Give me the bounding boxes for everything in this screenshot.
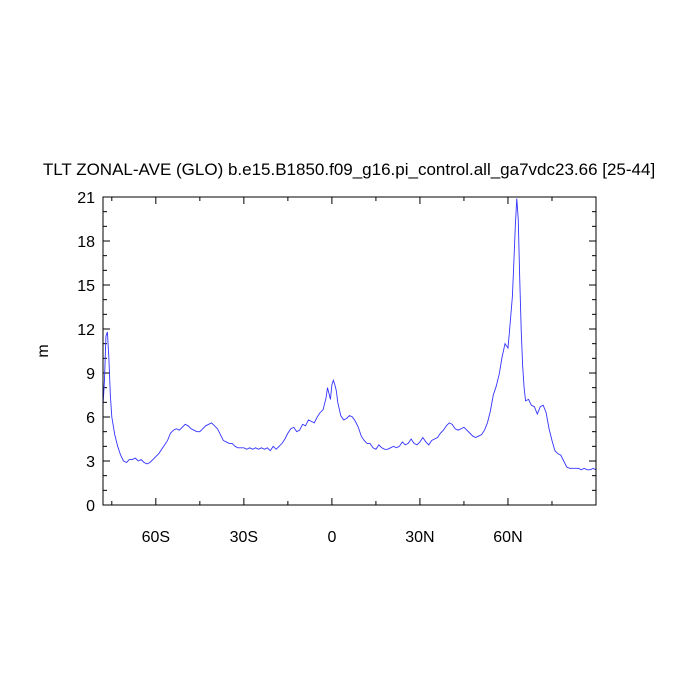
x-tick-label: 60N bbox=[493, 529, 522, 546]
y-tick-label: 18 bbox=[77, 234, 95, 251]
series-line bbox=[102, 198, 597, 471]
x-tick-label: 30S bbox=[230, 529, 258, 546]
x-axis: 60S 30S 0 30N 60N bbox=[111, 197, 597, 546]
y-axis-label: m bbox=[35, 344, 52, 357]
plot-frame bbox=[102, 196, 597, 506]
y-tick-label: 3 bbox=[86, 454, 95, 471]
y-tick-label: 15 bbox=[77, 278, 95, 295]
y-tick-label: 9 bbox=[86, 366, 95, 383]
y-tick-label: 21 bbox=[77, 190, 95, 207]
plot-area bbox=[102, 198, 597, 471]
y-tick-label: 0 bbox=[86, 498, 95, 515]
x-tick-label: 0 bbox=[327, 529, 336, 546]
y-tick-label: 12 bbox=[77, 322, 95, 339]
y-axis: 0 3 6 9 12 15 18 21 bbox=[77, 190, 596, 515]
x-tick-label: 30N bbox=[405, 529, 434, 546]
x-tick-label: 60S bbox=[142, 529, 170, 546]
chart-title: TLT ZONAL-AVE (GLO) b.e15.B1850.f09_g16.… bbox=[43, 160, 655, 179]
y-tick-label: 6 bbox=[86, 410, 95, 427]
